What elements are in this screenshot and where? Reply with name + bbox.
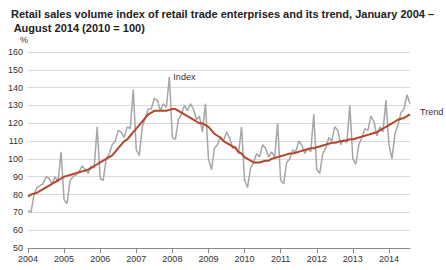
svg-text:80: 80 (13, 190, 23, 200)
svg-text:2014: 2014 (379, 254, 399, 264)
svg-text:90: 90 (13, 172, 23, 182)
svg-text:2010: 2010 (235, 254, 255, 264)
svg-text:Trend: Trend (420, 107, 443, 117)
svg-text:100: 100 (8, 154, 23, 164)
svg-text:2009: 2009 (198, 254, 218, 264)
svg-text:120: 120 (8, 118, 23, 128)
svg-text:2008: 2008 (162, 254, 182, 264)
svg-text:2012: 2012 (307, 254, 327, 264)
svg-text:50: 50 (13, 243, 23, 253)
svg-text:Index: Index (173, 72, 196, 82)
svg-text:160: 160 (8, 47, 23, 57)
svg-text:2007: 2007 (126, 254, 146, 264)
svg-text:110: 110 (9, 136, 23, 146)
svg-text:Retail sales volume index of r: Retail sales volume index of retail trad… (11, 8, 434, 20)
svg-text:2013: 2013 (343, 254, 363, 264)
svg-text:2006: 2006 (90, 254, 110, 264)
svg-text:70: 70 (13, 207, 23, 217)
svg-text:130: 130 (8, 100, 23, 110)
svg-text:%: % (20, 35, 28, 45)
svg-text:2011: 2011 (271, 254, 290, 264)
svg-text:2005: 2005 (54, 254, 74, 264)
svg-text:August 2014 (2010 = 100): August 2014 (2010 = 100) (11, 22, 145, 34)
svg-text:60: 60 (13, 225, 23, 235)
svg-text:140: 140 (8, 83, 23, 93)
svg-text:150: 150 (8, 65, 23, 75)
svg-text:2004: 2004 (18, 254, 38, 264)
